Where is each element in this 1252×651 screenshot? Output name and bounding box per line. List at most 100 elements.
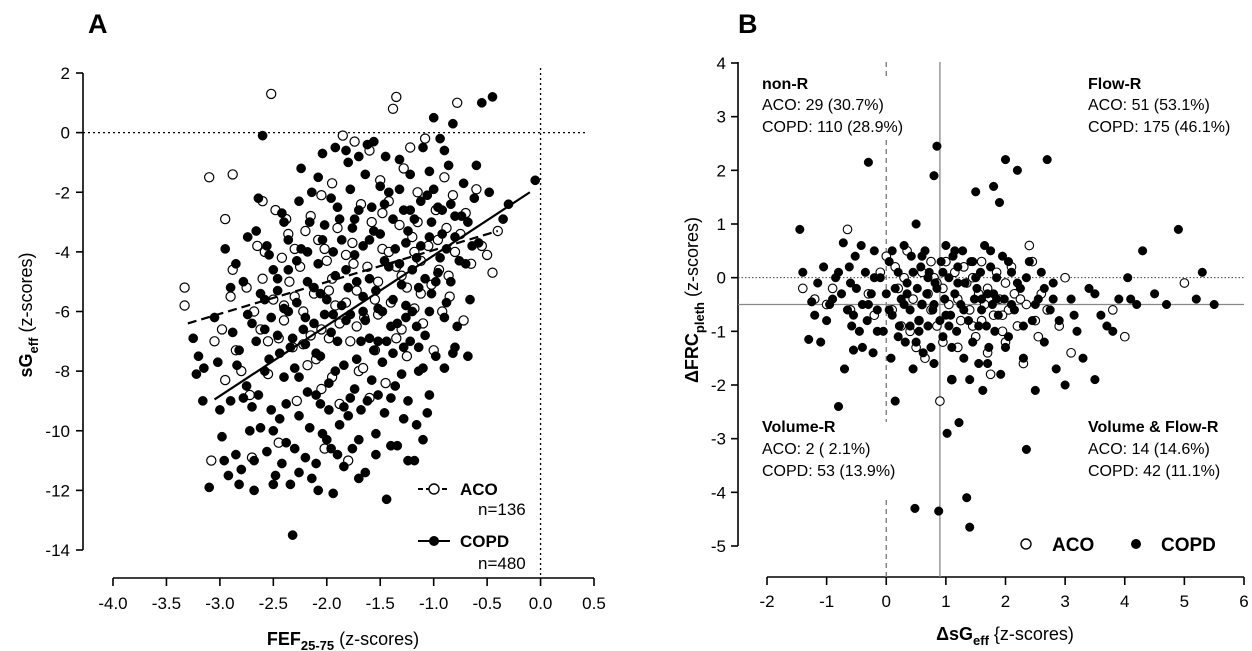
copd-point	[441, 297, 452, 308]
copd-point	[437, 229, 448, 239]
copd-point	[922, 289, 932, 299]
copd-point	[963, 316, 974, 326]
copd-point	[936, 257, 946, 267]
aco-point	[179, 282, 190, 293]
copd-point	[1191, 294, 1201, 304]
legend-copd-marker	[429, 536, 439, 546]
copd-point	[971, 187, 981, 197]
panel-a-reference-lines	[83, 68, 588, 578]
quadrant-volume-r-copd: COPD: 53 (13.9%)	[762, 463, 895, 480]
copd-point	[247, 402, 257, 412]
copd-point	[244, 425, 255, 436]
copd-point	[498, 214, 508, 224]
copd-point	[381, 336, 392, 347]
quadrant-volume-r: Volume-R ACO: 2 ( 2.1%) COPD: 53 (13.9%)	[762, 419, 895, 480]
panel-b-x-title: ΔsGeff {z-scores)	[936, 624, 1074, 648]
copd-point	[368, 136, 379, 147]
copd-point	[317, 428, 328, 439]
copd-point	[926, 342, 936, 352]
copd-point	[199, 363, 209, 373]
copd-point	[844, 262, 854, 272]
copd-point	[332, 202, 343, 213]
copd-point	[272, 285, 283, 296]
copd-point	[795, 224, 805, 234]
copd-point	[294, 410, 304, 421]
aco-point	[372, 276, 384, 287]
copd-point	[392, 318, 403, 329]
copd-point	[334, 214, 345, 224]
copd-point	[848, 345, 859, 355]
copd-point	[300, 452, 311, 463]
panel-b-y-tick-label: 4	[717, 54, 726, 73]
copd-point	[339, 461, 349, 472]
copd-point	[330, 142, 341, 153]
copd-point	[353, 205, 364, 215]
panel-a-y-title: sGeff (z-scores)	[16, 253, 41, 378]
aco-point	[316, 189, 327, 201]
copd-point	[289, 363, 300, 373]
copd-point	[1161, 299, 1172, 310]
copd-point	[231, 258, 241, 269]
legend-b-aco-marker	[1020, 538, 1032, 550]
copd-point	[854, 326, 864, 336]
copd-point	[469, 193, 480, 204]
copd-point	[456, 211, 467, 221]
copd-point	[439, 145, 450, 156]
copd-point	[315, 351, 326, 362]
copd-point	[990, 326, 1000, 336]
panel-b-x-tick-label: -2	[759, 592, 774, 611]
copd-point	[1003, 257, 1014, 267]
copd-point	[309, 318, 319, 329]
copd-point	[236, 464, 247, 475]
copd-point	[212, 357, 223, 368]
panel-a-y-tick-label: -6	[55, 303, 70, 322]
copd-point	[283, 264, 294, 275]
panel-b-y-tick-label: -1	[711, 322, 726, 341]
aco-point	[291, 395, 302, 407]
copd-point	[929, 171, 939, 181]
copd-point	[845, 278, 856, 288]
copd-point	[940, 294, 950, 304]
copd-point	[353, 473, 364, 484]
copd-point	[530, 175, 541, 186]
copd-point	[816, 337, 826, 347]
copd-point	[377, 357, 388, 368]
copd-point	[257, 130, 268, 141]
quadrant-non-r-copd: COPD: 110 (28.9%)	[762, 119, 903, 136]
copd-point	[253, 193, 264, 204]
copd-point	[339, 360, 349, 371]
copd-point	[856, 240, 866, 251]
copd-point	[360, 315, 371, 326]
copd-point	[388, 214, 398, 224]
copd-point	[1051, 364, 1061, 374]
panel-a-x-tick-label: -3.0	[205, 594, 234, 613]
copd-point	[311, 390, 321, 400]
copd-point	[418, 363, 428, 373]
copd-point	[872, 305, 882, 315]
copd-point	[430, 276, 441, 287]
copd-point	[277, 208, 287, 218]
copd-point	[863, 157, 873, 167]
copd-point	[332, 449, 343, 460]
copd-point	[268, 264, 279, 275]
copd-point	[232, 360, 242, 371]
copd-point	[941, 240, 951, 251]
copd-point	[929, 299, 939, 310]
panel-b-y-title: ΔFRCpleth (z-scores)	[682, 217, 707, 383]
copd-point	[215, 405, 225, 415]
copd-point	[426, 217, 437, 227]
copd-point	[268, 479, 279, 490]
copd-point	[294, 372, 304, 382]
copd-point	[255, 422, 266, 433]
copd-point	[890, 283, 900, 293]
copd-point	[445, 276, 456, 287]
copd-point	[448, 118, 458, 129]
copd-point	[1132, 299, 1142, 310]
panel-b-x-tick-label: 0	[882, 592, 891, 611]
copd-point	[952, 326, 962, 336]
copd-point	[356, 405, 366, 415]
copd-point	[358, 306, 368, 317]
panel-a-y-tick-label: -12	[45, 481, 70, 500]
copd-point	[974, 321, 984, 331]
copd-point	[914, 316, 924, 326]
